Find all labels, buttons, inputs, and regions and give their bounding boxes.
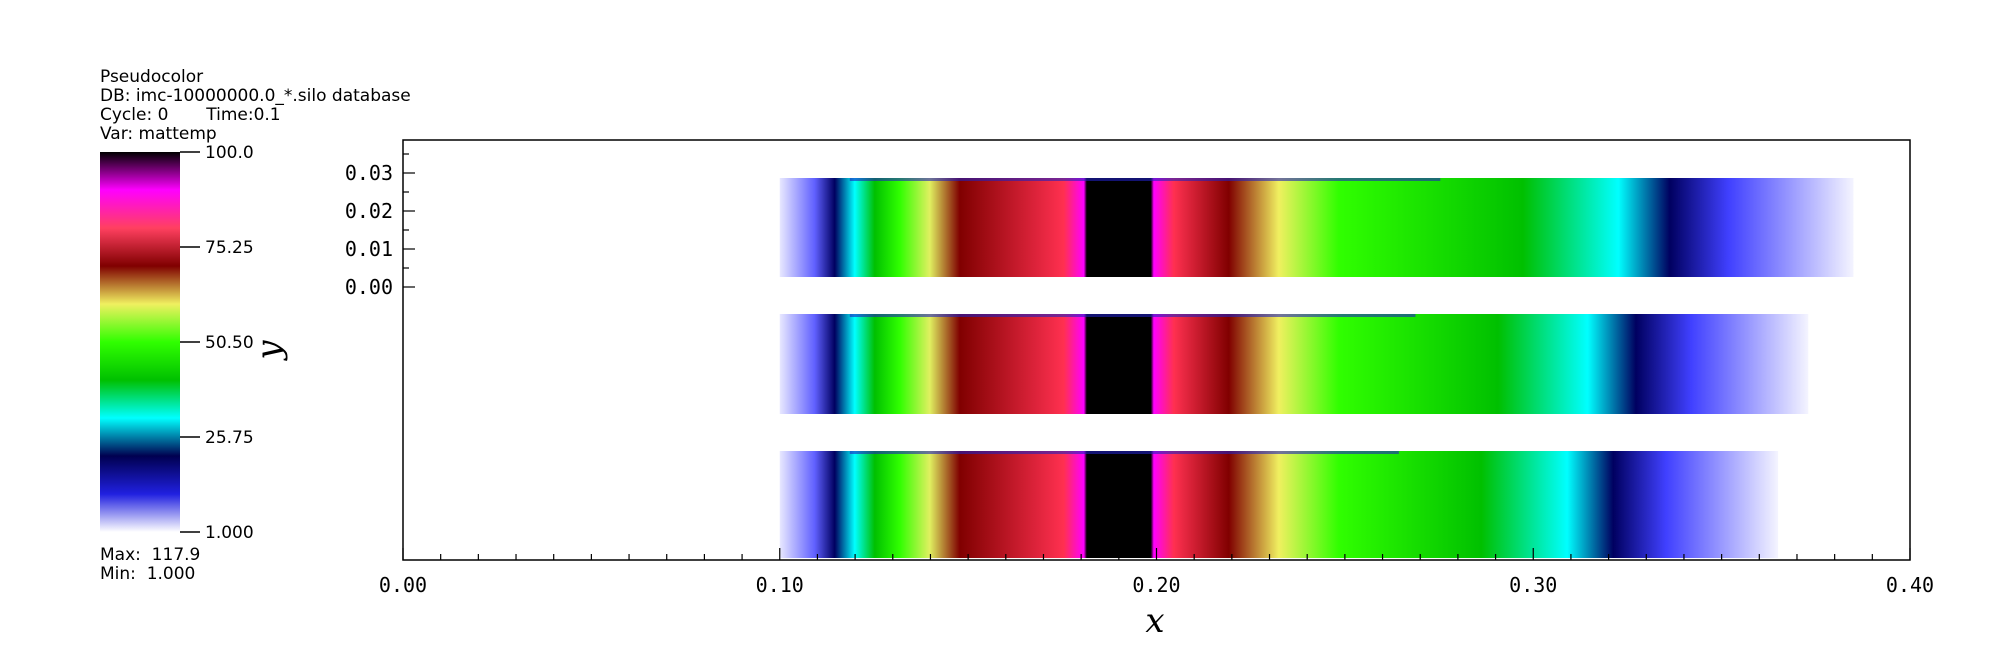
y-axis: 0.03 0.02 0.01 0.00 <box>345 153 415 299</box>
x-axis-label: x <box>1145 601 1164 641</box>
x-tick-label: 0.20 <box>1132 573 1180 597</box>
colorbar <box>100 152 180 532</box>
colorbar-tick-label: 25.75 <box>205 428 254 448</box>
y-tick-label: 0.03 <box>345 161 393 185</box>
time-label: Time:0.1 <box>206 105 281 125</box>
x-tick-label: 0.10 <box>756 573 804 597</box>
x-tick-label: 0.30 <box>1509 573 1557 597</box>
cycle-label: Cycle: 0 <box>100 105 169 125</box>
plot-type-label: Pseudocolor <box>100 67 204 87</box>
y-tick-label: 0.02 <box>345 199 393 223</box>
max-label: Max: 117.9 <box>100 545 201 565</box>
variable-label: Var: mattemp <box>100 124 217 144</box>
x-tick-label: 0.00 <box>379 573 427 597</box>
heatmap-band <box>779 314 1809 414</box>
heatmap-band <box>779 451 1779 558</box>
band-edge <box>849 178 1441 181</box>
colorbar-tick-label: 50.50 <box>205 333 254 353</box>
heatmap-bands <box>779 178 1854 558</box>
min-label: Min: 1.000 <box>100 564 196 584</box>
colorbar-tick-label: 1.000 <box>205 523 254 543</box>
legend-minmax: Max: 117.9 Min: 1.000 <box>100 546 200 584</box>
y-tick-label: 0.00 <box>345 275 393 299</box>
cycle-time-label: Cycle: 0 Time:0.1 <box>100 106 411 125</box>
legend-header: Pseudocolor DB: imc-10000000.0_*.silo da… <box>100 68 411 144</box>
band-edge <box>849 314 1416 317</box>
band-edge <box>849 451 1399 454</box>
colorbar-tick-label: 100.0 <box>205 143 254 163</box>
colorbar-tick-label: 75.25 <box>205 238 254 258</box>
x-axis: 0.00 0.10 0.20 0.30 0.40 <box>379 548 1934 597</box>
x-tick-label: 0.40 <box>1886 573 1934 597</box>
database-label: DB: imc-10000000.0_*.silo database <box>100 86 411 106</box>
y-axis-label: y <box>249 340 289 362</box>
y-tick-label: 0.01 <box>345 237 393 261</box>
colorbar-ticks: 100.0 75.25 50.50 25.75 1.000 <box>180 143 254 543</box>
heatmap-band <box>779 178 1854 277</box>
